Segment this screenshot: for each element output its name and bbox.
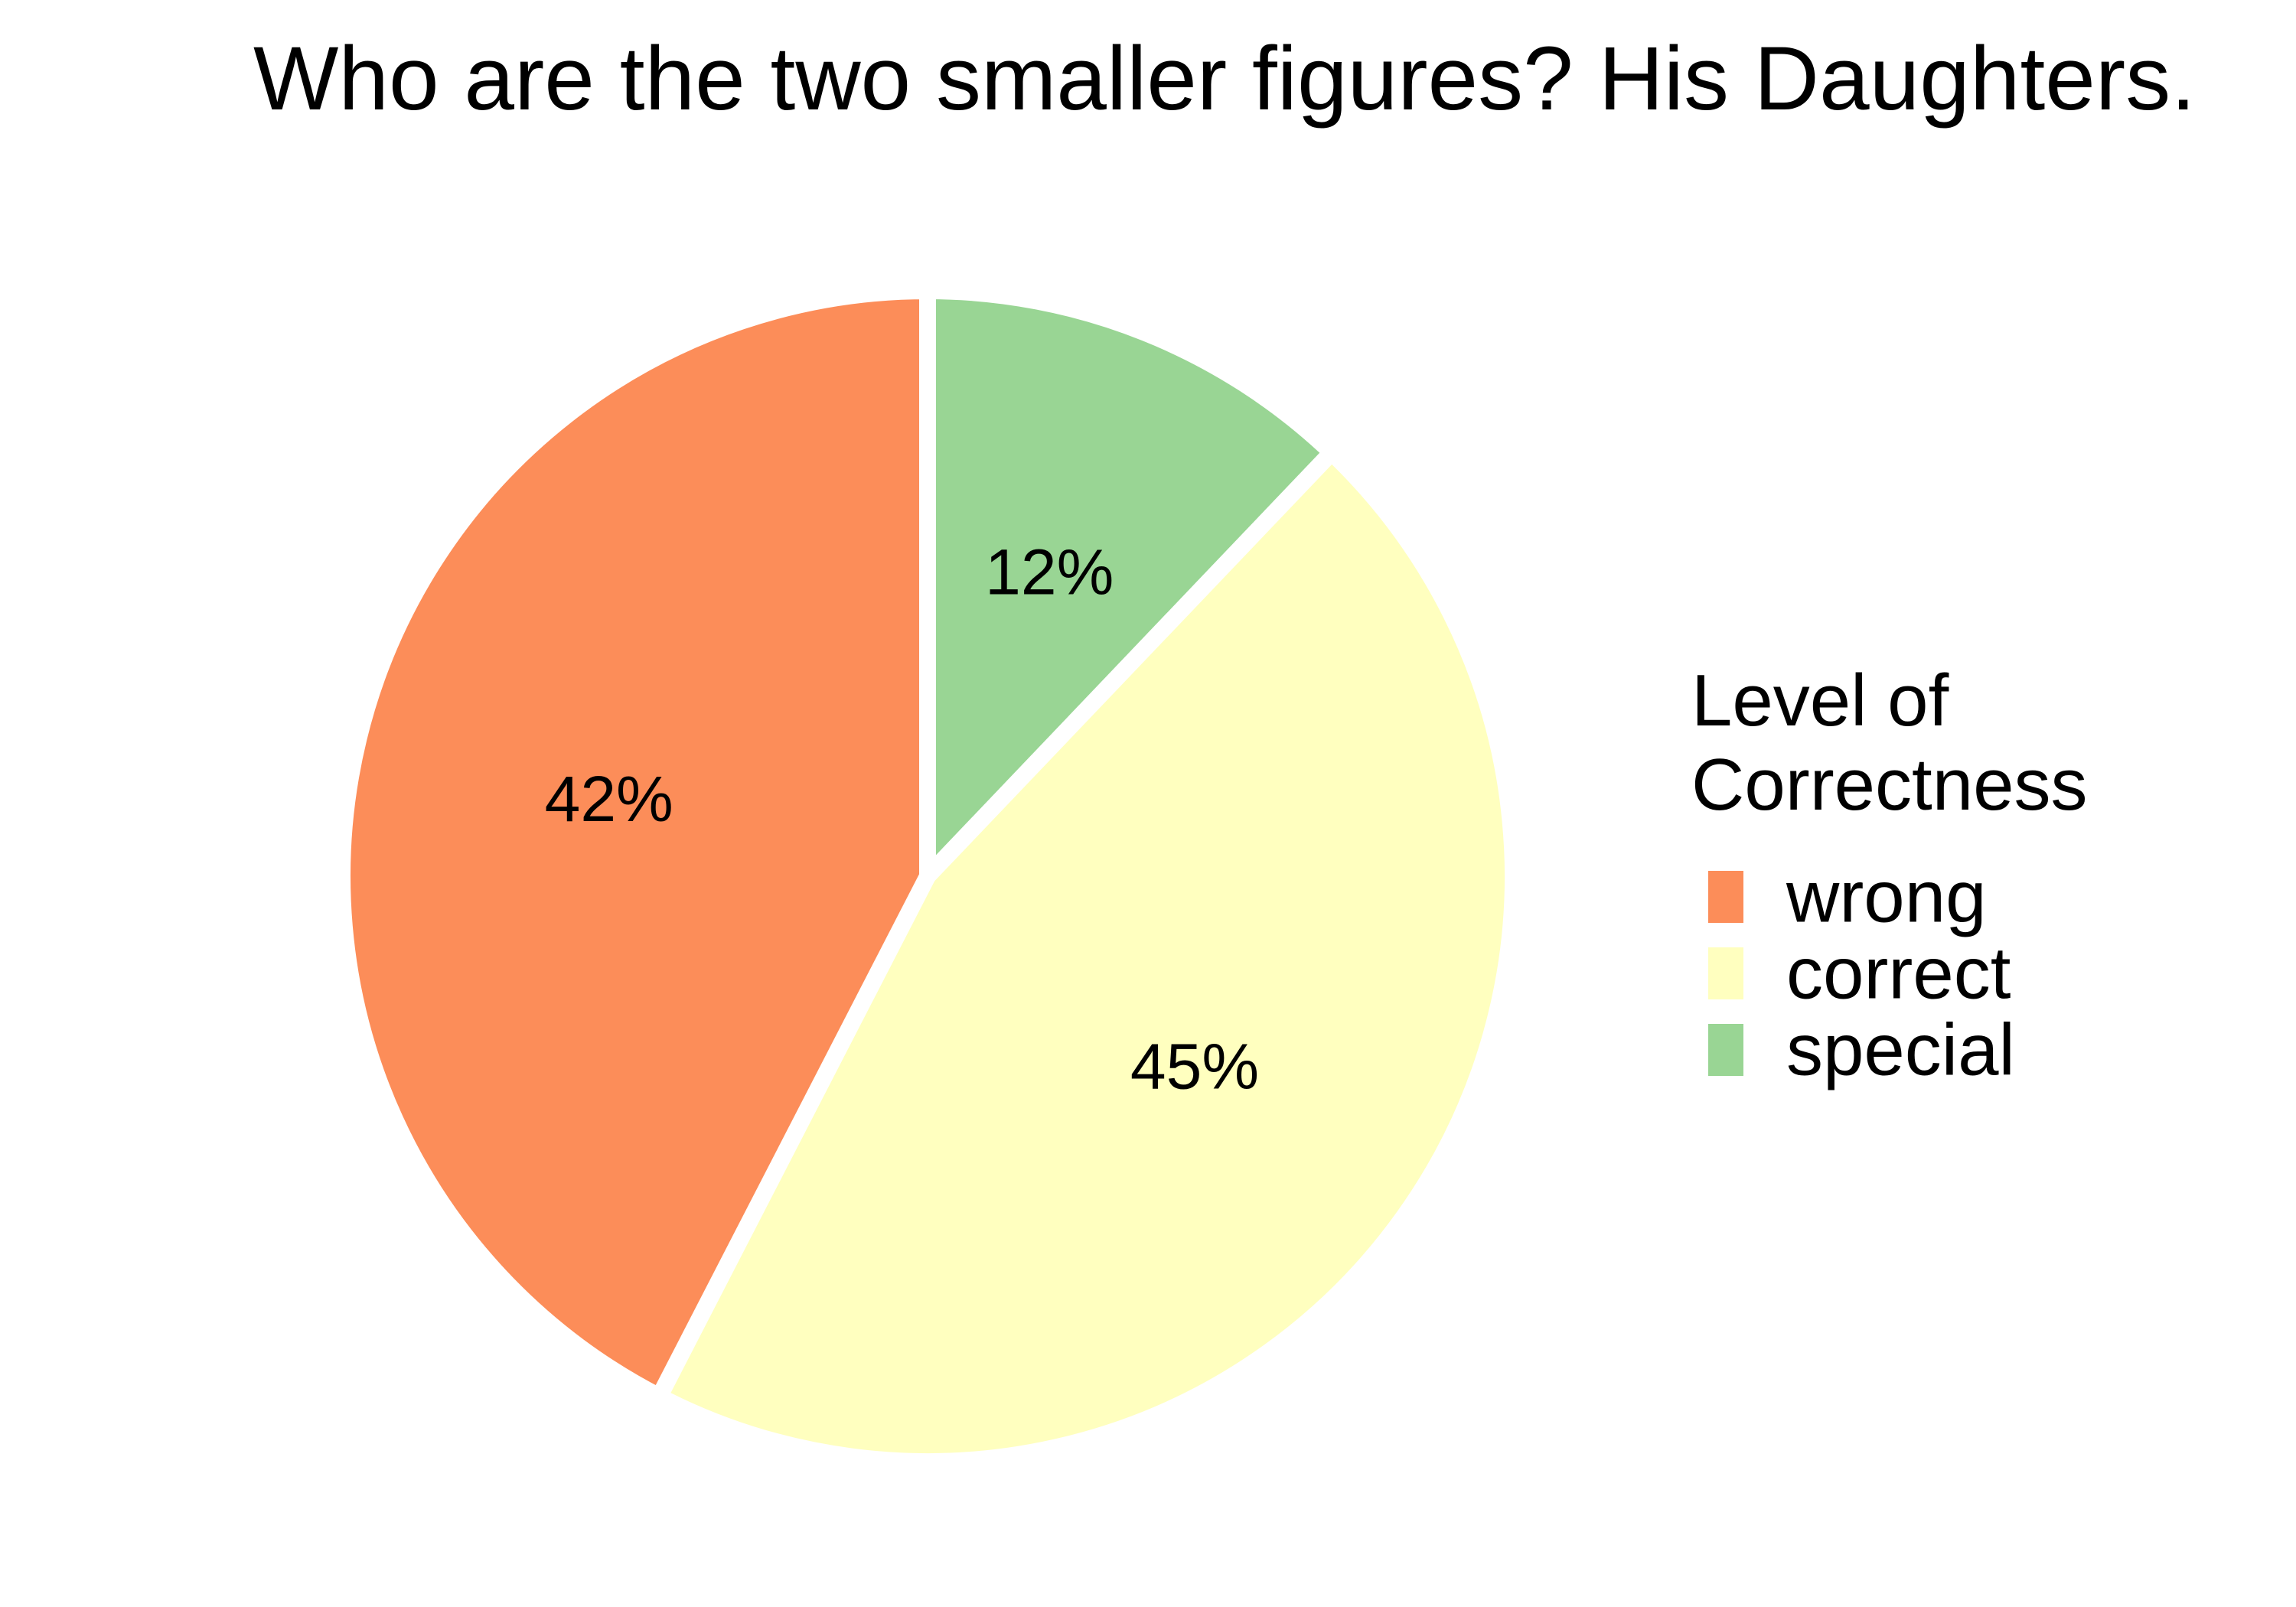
pie-slice-wrong (334, 282, 936, 1405)
pie-slice-correct (651, 444, 1521, 1470)
pie-slices (334, 282, 1521, 1470)
legend-title-line-2: Correctness (1691, 744, 2088, 826)
legend-title-line-1: Level of (1691, 660, 1949, 742)
pie-slice-labels: 12% 45% 42% (545, 536, 1259, 1102)
legend-swatch-special (1708, 1024, 1743, 1076)
legend-label-wrong: wrong (1786, 856, 1986, 938)
pie-slice-label-special: 12% (985, 536, 1114, 608)
pie-slice-special (919, 282, 1340, 885)
pie-slice-label-wrong: 42% (545, 763, 673, 835)
legend-swatch-wrong (1708, 871, 1743, 923)
legend-swatch-correct (1708, 947, 1743, 999)
legend-label-correct: correct (1786, 933, 2011, 1015)
legend-label-special: special (1786, 1009, 2015, 1091)
chart-title: Who are the two smaller figures? His Dau… (253, 28, 2196, 129)
pie-slice-label-correct: 45% (1130, 1030, 1259, 1102)
